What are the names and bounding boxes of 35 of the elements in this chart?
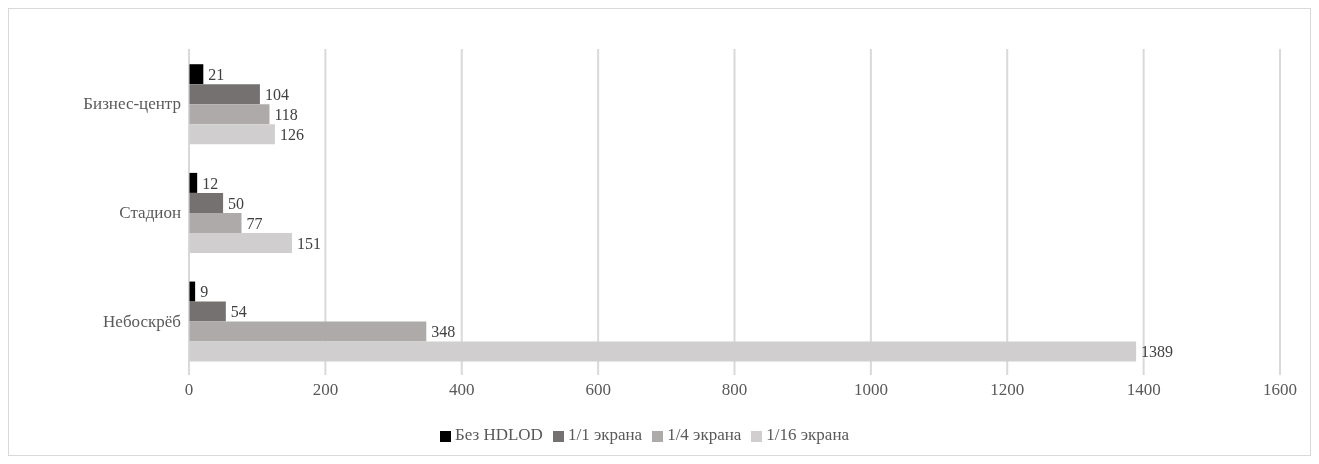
data-label: 21 bbox=[208, 65, 225, 83]
data-label: 348 bbox=[431, 323, 456, 341]
data-label: 118 bbox=[274, 105, 298, 123]
bar bbox=[189, 212, 242, 233]
bar bbox=[189, 321, 427, 342]
y-tick-label: Стадион bbox=[119, 203, 181, 223]
legend-label: 1/1 экрана bbox=[567, 425, 643, 444]
data-label: 151 bbox=[296, 234, 321, 252]
bar bbox=[189, 64, 204, 85]
x-tick-label: 200 bbox=[312, 380, 339, 400]
data-label: 12 bbox=[202, 174, 219, 192]
bar bbox=[189, 301, 226, 322]
bar bbox=[189, 192, 224, 213]
data-label: 77 bbox=[246, 214, 263, 232]
x-tick-label: 1400 bbox=[1126, 380, 1161, 400]
x-tick-label: 1200 bbox=[990, 380, 1025, 400]
y-tick-label: Небоскрёб bbox=[103, 311, 181, 331]
x-tick-label: 600 bbox=[585, 380, 611, 400]
x-tick-label: 1600 bbox=[1263, 380, 1297, 400]
bar bbox=[189, 104, 270, 125]
data-label: 9 bbox=[200, 283, 209, 301]
legend-label: 1/16 экрана bbox=[766, 425, 850, 444]
data-label: 126 bbox=[279, 125, 304, 143]
x-tick-label: 0 bbox=[184, 380, 194, 400]
bar bbox=[189, 84, 260, 105]
legend-label: 1/4 экрана bbox=[667, 425, 742, 444]
y-tick-label: Бизнес-центр bbox=[83, 94, 181, 114]
data-label: 50 bbox=[228, 194, 245, 212]
x-tick-label: 800 bbox=[721, 380, 748, 400]
data-label: 1389 bbox=[1141, 343, 1174, 361]
data-label: 104 bbox=[264, 85, 289, 103]
x-tick-label: 400 bbox=[449, 380, 475, 400]
data-label: 54 bbox=[230, 303, 247, 321]
legend-label: Без HDLOD bbox=[454, 425, 543, 444]
x-tick-label: 1000 bbox=[853, 380, 888, 400]
